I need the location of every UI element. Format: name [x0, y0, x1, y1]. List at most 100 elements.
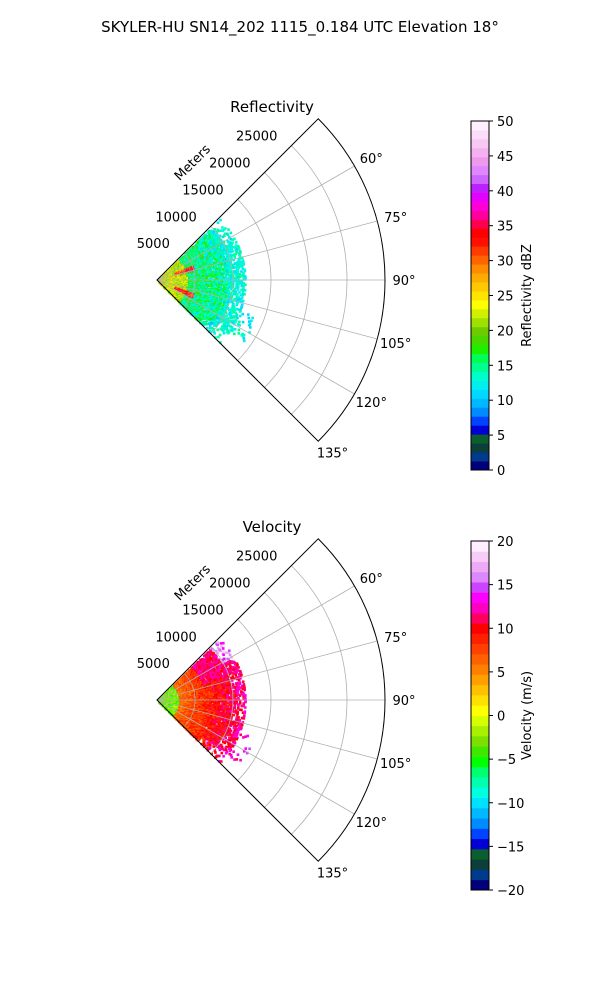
radar-gate [221, 295, 225, 298]
radar-gate [221, 245, 224, 248]
radar-gate [219, 320, 223, 324]
radar-gate [229, 287, 233, 291]
radar-gate [223, 245, 227, 249]
radar-gate [240, 305, 244, 308]
radar-gate [216, 316, 219, 320]
radar-gate [220, 288, 224, 292]
colorbar-swatch [471, 434, 489, 444]
colorbar-swatch [471, 138, 489, 149]
radar-gate [236, 288, 240, 291]
radar-gate [223, 327, 227, 331]
radar-gate [220, 304, 223, 308]
radar-gate [230, 258, 234, 261]
radar-gate [231, 250, 234, 253]
angle-tick-label-60: 60° [360, 152, 383, 167]
radar-gate [227, 331, 230, 335]
radar-gate [219, 277, 223, 281]
radar-gate [236, 261, 240, 265]
radar-gate [212, 330, 216, 333]
radar-gate [208, 312, 212, 315]
radar-gate [237, 328, 241, 332]
colorbar-swatch [471, 425, 489, 435]
radar-gate [205, 317, 208, 320]
radar-gate [237, 308, 241, 311]
colorbar-swatch [471, 156, 489, 167]
angle-tick-label-105: 105° [380, 337, 411, 352]
radar-gate [205, 266, 209, 269]
colorbar-tick-label-20: 20 [497, 324, 514, 339]
radar-gate [243, 289, 247, 292]
range-tick-label-5000: 5000 [137, 237, 170, 252]
colorbar-tick-label-0: 0 [497, 464, 505, 479]
radar-gate [236, 270, 240, 274]
radar-gate [212, 283, 216, 286]
radar-gate [214, 296, 217, 299]
radar-gate [215, 239, 219, 242]
radar-gate [200, 244, 203, 248]
radar-gate [225, 294, 228, 298]
radar-gate [225, 266, 228, 270]
radar-gate [216, 254, 219, 258]
radar-gate [240, 279, 244, 282]
radar-gate [206, 312, 209, 316]
angle-gridline [156, 279, 378, 340]
radar-gate [200, 277, 203, 281]
radar-gate [209, 284, 212, 288]
radar-gate [230, 243, 233, 246]
radar-gate [238, 300, 241, 303]
radar-gate [202, 315, 205, 319]
radar-gate [239, 251, 242, 254]
radar-gate [208, 265, 212, 268]
radar-gate [215, 301, 219, 305]
radar-gate [224, 282, 228, 286]
radar-gate [205, 298, 209, 302]
colorbar-swatch [471, 237, 489, 247]
radar-gate [214, 255, 218, 259]
radar-gate [231, 245, 234, 249]
radar-gate [235, 296, 238, 300]
radar-gate [212, 253, 215, 257]
colorbar-swatch [471, 201, 489, 211]
radar-gate [241, 320, 245, 324]
radar-gate [207, 294, 210, 297]
radar-gate [219, 241, 222, 244]
radar-gate [203, 256, 207, 260]
radar-gate [216, 221, 220, 224]
radar-gate [214, 336, 217, 339]
radar-gate [238, 279, 242, 282]
radar-gate [219, 287, 222, 290]
radar-gate [209, 330, 213, 334]
colorbar-swatch [471, 291, 489, 301]
radar-gate [219, 229, 222, 232]
radar-gate [227, 321, 231, 324]
radar-gate [213, 269, 217, 273]
radar-gate [212, 270, 215, 274]
radar-gate [244, 278, 247, 281]
radar-gate [238, 273, 242, 276]
radar-gate [242, 282, 245, 285]
range-tick-label-20000: 20000 [209, 157, 250, 172]
radar-gate [203, 311, 206, 314]
colorbar-tick-label-40: 40 [497, 185, 514, 200]
radar-gate [234, 299, 238, 302]
radar-gate [201, 310, 204, 314]
angle-tick-label-135: 135° [317, 447, 348, 462]
panel-title: Reflectivity [230, 98, 314, 116]
radar-gate [241, 292, 245, 296]
radar-gate [230, 319, 234, 323]
radar-gate [229, 314, 232, 318]
radar-gate [241, 312, 245, 316]
colorbar-swatch [471, 219, 489, 229]
radar-gate [215, 311, 218, 315]
radar-gate [232, 310, 236, 314]
radar-gate [228, 286, 231, 289]
radar-gate [233, 287, 236, 291]
radar-gate [203, 246, 207, 250]
radar-gate [201, 253, 205, 256]
radar-gate [207, 274, 210, 278]
radar-gate [213, 292, 216, 295]
radar-gate [233, 255, 237, 259]
radar-gate [210, 296, 213, 300]
radar-gate [216, 299, 220, 302]
radar-gate [211, 257, 215, 260]
